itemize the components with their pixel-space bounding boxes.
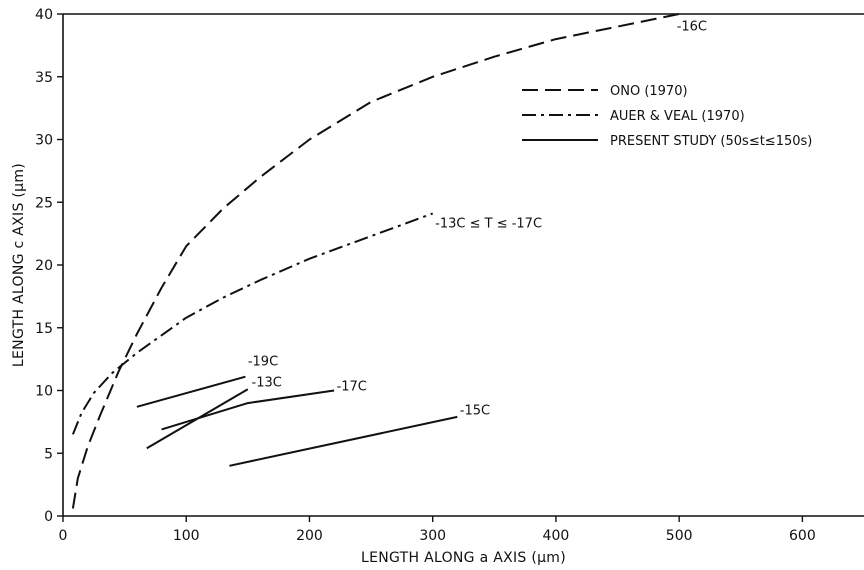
legend-label: PRESENT STUDY (50s≤t≤150s)	[610, 134, 812, 149]
x-tick-label: 100	[173, 528, 200, 544]
y-tick-label: 25	[35, 195, 53, 211]
y-tick-label: 0	[44, 509, 53, 525]
x-axis-ticks: 0 100 200 300 400 500 600	[59, 516, 816, 544]
x-tick-label: 400	[543, 528, 570, 544]
x-tick-label: 0	[59, 528, 68, 544]
auer-veal-curve	[71, 212, 434, 435]
curve-annotation: -13C ≤ T ≤ -17C	[435, 216, 542, 231]
legend: ONO (1970) AUER & VEAL (1970) PRESENT STUD…	[522, 84, 812, 149]
curve-annotation: -19C	[248, 354, 278, 369]
plot-frame	[62, 13, 864, 517]
x-axis-title: LENGTH ALONG a AXIS (μm)	[361, 550, 566, 566]
ono-curve	[71, 13, 680, 509]
y-tick-label: 15	[35, 321, 53, 337]
present-study-line	[229, 415, 458, 467]
x-tick-label: 300	[419, 528, 446, 544]
legend-label: ONO (1970)	[610, 84, 688, 99]
y-axis-ticks: 0 5 10 15 20 25 30 35 40	[35, 7, 63, 525]
y-tick-label: 10	[35, 384, 53, 400]
present-study-line	[161, 389, 335, 431]
y-tick-label: 20	[35, 258, 53, 274]
annotation-layer: -16C -13C ≤ T ≤ -17C -19C -13C -17C -15C	[248, 19, 707, 418]
curve-annotation: -15C	[460, 403, 490, 418]
y-tick-label: 40	[35, 7, 53, 23]
series-layer	[71, 13, 680, 509]
curve-annotation: -16C	[677, 19, 707, 34]
y-axis-title: LENGTH ALONG c AXIS (μm)	[11, 163, 27, 367]
curve-annotation: -13C	[252, 376, 282, 391]
y-tick-label: 35	[35, 70, 53, 86]
y-tick-label: 30	[35, 133, 53, 149]
x-tick-label: 500	[666, 528, 693, 544]
y-tick-label: 5	[44, 446, 53, 462]
present-study-line	[136, 375, 246, 408]
curve-annotation: -17C	[337, 380, 367, 395]
x-tick-label: 200	[296, 528, 323, 544]
x-tick-label: 600	[789, 528, 816, 544]
legend-label: AUER & VEAL (1970)	[610, 109, 745, 124]
